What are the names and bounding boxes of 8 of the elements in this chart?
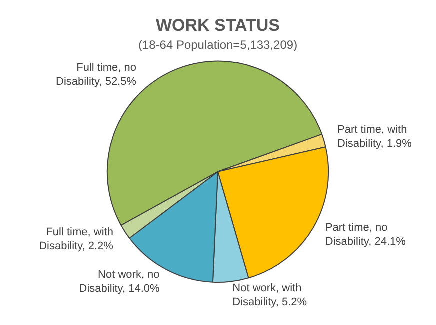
chart-subtitle: (18-64 Population=5,133,209) xyxy=(138,38,298,52)
slice-label: Part time, with Disability, 1.9% xyxy=(338,124,412,150)
slice-label: Not work, no Disability, 14.0% xyxy=(79,269,160,296)
chart-title: WORK STATUS xyxy=(156,16,280,35)
slice-label: Full time, no Disability, 52.5% xyxy=(56,62,137,88)
slice-label: Full time, with Disability, 2.2% xyxy=(39,226,114,253)
slice-label: Not work, with Disability, 5.2% xyxy=(232,282,308,309)
slice-label: Part time, no Disability, 24.1% xyxy=(325,222,406,248)
